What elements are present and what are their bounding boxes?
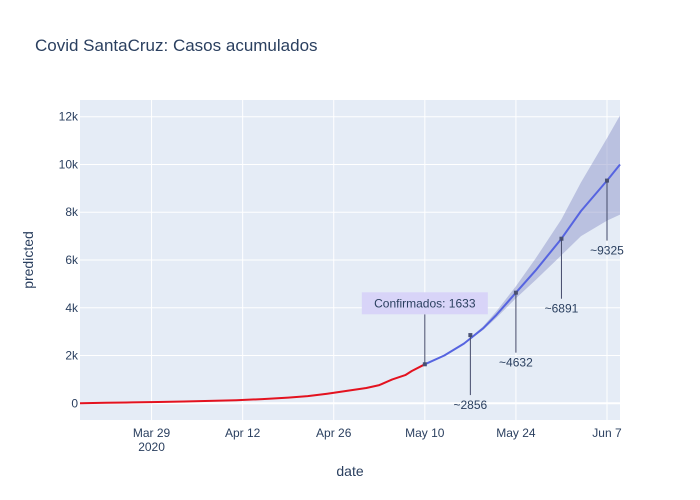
annotation-label: Confirmados: 1633	[374, 296, 476, 310]
y-tick-label: 2k	[65, 349, 79, 363]
annotation-label: ~9325	[590, 244, 624, 258]
x-tick-label: Apr 26	[316, 426, 352, 440]
y-axis-title: predicted	[20, 231, 36, 289]
x-tick-label: May 10	[405, 426, 445, 440]
y-tick-label: 6k	[65, 253, 79, 267]
annotation-box	[361, 292, 488, 315]
x-tick-label: Apr 12	[225, 426, 261, 440]
annotation-label: ~4632	[499, 356, 533, 370]
x-tick-label: Jun 7	[592, 426, 622, 440]
y-tick-label: 12k	[59, 110, 79, 124]
grid	[80, 100, 620, 420]
y-tick-label: 0	[71, 396, 78, 410]
y-tick-label: 4k	[65, 301, 79, 315]
annotation-label: ~2856	[454, 398, 488, 412]
x-axis-title: date	[336, 463, 363, 479]
y-tick-label: 10k	[59, 157, 79, 171]
x-tick-label: Mar 29	[133, 426, 171, 440]
x-tick-label: May 24	[496, 426, 536, 440]
annotation-label: ~6891	[545, 302, 579, 316]
y-tick-label: 8k	[65, 205, 79, 219]
confirmed-series-line	[79, 363, 426, 405]
x-tick-sublabel: 2020	[138, 440, 165, 454]
annotation-layer: Confirmados: 1633 ~2856 ~4632 ~6891 ~9325	[361, 180, 624, 412]
chart-title: Covid SantaCruz: Casos acumulados	[35, 36, 318, 55]
